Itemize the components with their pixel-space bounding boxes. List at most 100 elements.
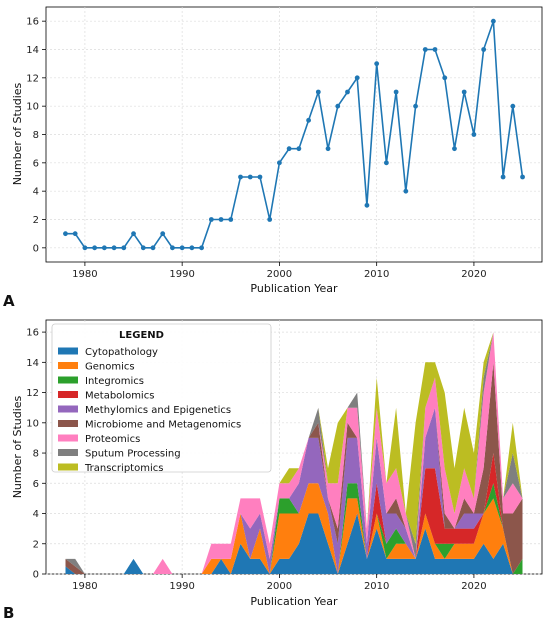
panel-b-legend-entry: Sputum Processing [85, 449, 181, 460]
panel-b-xtick-label: 2010 [364, 581, 389, 592]
panel-b-label: B [3, 604, 14, 622]
panel-b-legend-entry: Methylomics and Epigenetics [85, 405, 231, 416]
panel-b-legend: LEGEND Cytopathology Genomics Integromics Me… [51, 323, 272, 474]
panel-a-point [383, 160, 389, 166]
panel-a-point [199, 245, 205, 251]
panel-a-xtick-label: 2020 [461, 269, 486, 280]
panel-b-xtick-label: 1990 [169, 581, 194, 592]
panel-b-ytick-label: 2 [33, 539, 39, 550]
panel-a-point [257, 174, 263, 180]
panel-a-point [82, 245, 88, 251]
panel-a-point [481, 47, 487, 52]
panel-a-point [520, 174, 525, 180]
panel-a-point [306, 117, 311, 123]
panel-b-ticks: 1980 1990 2000 2010 2020 0 2 4 6 8 10 12 14 16 [26, 328, 486, 592]
panel-b-legend-entry: Cytopathology [85, 347, 158, 358]
panel-a-ytick-label: 10 [26, 102, 39, 113]
panel-a-point [403, 188, 409, 194]
panel-a-point [315, 89, 321, 95]
panel-b-legend-swatch [58, 376, 78, 384]
panel-a-point [413, 103, 418, 109]
panel-a-point [150, 245, 156, 251]
panel-b-xlabel: Publication Year [250, 595, 338, 608]
panel-b-legend-swatch [58, 405, 78, 413]
panel-b-xtick-label: 2000 [267, 581, 292, 592]
panel-a-ytick-label: 12 [26, 73, 39, 84]
panel-a-point [325, 146, 331, 152]
panel-b-legend-entry: Transcriptomics [84, 463, 163, 474]
panel-b-legend-swatch [58, 449, 78, 456]
panel-a-xlabel: Publication Year [250, 282, 338, 295]
panel-a-point [170, 245, 175, 251]
panel-b-legend-entry: Proteomics [85, 434, 140, 445]
panel-a-xtick-label: 1990 [169, 269, 194, 280]
panel-b-area-genomics [65, 483, 523, 574]
panel-a-ytick-label: 2 [33, 215, 39, 226]
panel-b-ytick-label: 10 [26, 418, 39, 429]
panel-a-point [452, 146, 457, 152]
panel-b-legend-swatch [58, 391, 78, 398]
panel-a-point [432, 47, 438, 52]
panel-a-ylabel: Number of Studies [11, 82, 24, 185]
panel-a-point [393, 89, 399, 95]
panel-a-point [92, 245, 98, 251]
panel-a-ytick-label: 0 [33, 243, 39, 254]
panel-a-ticks: 1980 1990 2000 2010 2020 0 2 4 6 8 10 12 14 16 [26, 17, 486, 280]
panel-a-label: A [3, 292, 15, 310]
panel-a-point [179, 245, 185, 251]
panel-b-area-metabolomics [65, 453, 523, 574]
panel-a-point [345, 89, 350, 95]
panel-a-point [374, 61, 380, 67]
panel-a-point [471, 132, 477, 137]
panel-b-ytick-label: 12 [26, 388, 39, 399]
panel-b-legend-entry: Metabolomics [85, 391, 154, 402]
panel-a-point [140, 245, 146, 251]
panel-a-point [461, 89, 467, 95]
panel-b-legend-entry: Integromics [85, 376, 144, 387]
panel-a-series-line [65, 20, 524, 249]
panel-a-point [228, 217, 234, 222]
panel-a-point [121, 245, 127, 251]
panel-b-area-transcriptomics [65, 332, 523, 574]
panel-b-legend-swatch [58, 420, 78, 427]
panel-a-point [500, 174, 506, 180]
panel-a-ytick-label: 8 [33, 130, 39, 141]
panel-b-ylabel: Number of Studies [11, 395, 24, 498]
panel-b-legend-entry: Microbiome and Metagenomics [85, 420, 241, 431]
panel-a-point [189, 245, 195, 251]
panel-a-point [296, 146, 302, 152]
panel-a-point [277, 160, 282, 166]
panel-b-legend-swatch [58, 362, 78, 369]
panel-b-ytick-label: 6 [33, 479, 39, 490]
panel-a-xtick-label: 2010 [364, 269, 389, 280]
panel-b-legend-swatch [58, 347, 78, 355]
panel-a-ytick-label: 4 [33, 187, 39, 198]
panel-b-stacked-area-chart: 1980 1990 2000 2010 2020 0 2 4 6 8 10 12 14 16 LEGEND… [3, 319, 543, 622]
panel-a-ytick-label: 6 [33, 158, 39, 169]
panel-b-legend-box [51, 323, 272, 473]
panel-a-grid [46, 7, 542, 262]
panel-b-xtick-label: 1980 [72, 581, 97, 592]
panel-a-line-chart: 1980 1990 2000 2010 2020 0 2 4 6 8 10 12 14 16 Public… [3, 6, 543, 310]
panel-a-point [490, 18, 496, 24]
panel-b-areas [65, 332, 523, 574]
panel-a-point [72, 231, 78, 237]
panel-a-point [131, 231, 136, 237]
panel-b-ytick-label: 0 [33, 570, 39, 581]
panel-a-point [510, 103, 516, 109]
panel-a-point [354, 75, 360, 81]
panel-b-ytick-label: 16 [26, 328, 39, 339]
panel-a-point [63, 231, 68, 237]
panel-a-point [286, 146, 292, 152]
panel-b-legend-entry: Genomics [85, 362, 135, 373]
panel-a-point [101, 245, 107, 251]
panel-b-ytick-label: 8 [33, 449, 39, 460]
panel-a-point [208, 217, 214, 222]
panel-a-point [442, 75, 448, 81]
panel-b-legend-swatch [58, 463, 78, 471]
panel-b-area-methylomics-and-epigenetics [65, 407, 523, 574]
panel-a-point [364, 202, 370, 208]
panel-a-point [160, 231, 166, 237]
panel-a-xtick-label: 1980 [72, 269, 97, 280]
